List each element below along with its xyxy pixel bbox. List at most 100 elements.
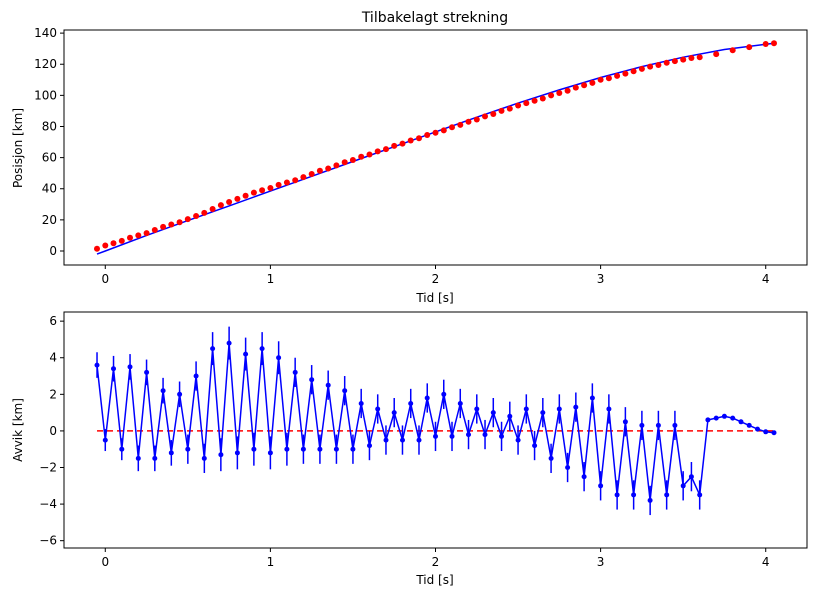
deviation-point bbox=[738, 419, 744, 425]
y-tick-label: 0 bbox=[49, 244, 57, 258]
data-point bbox=[383, 146, 389, 153]
data-point bbox=[201, 209, 208, 216]
deviation-point bbox=[705, 417, 711, 423]
deviation-point bbox=[730, 415, 736, 421]
deviation-point bbox=[259, 346, 265, 352]
data-point bbox=[696, 54, 703, 61]
x-tick-label: 2 bbox=[432, 555, 440, 569]
deviation-point bbox=[276, 355, 282, 361]
data-point bbox=[597, 76, 604, 83]
deviation-point bbox=[466, 432, 471, 438]
y-tick-label: 2 bbox=[49, 387, 57, 401]
deviation-point bbox=[317, 446, 323, 452]
deviation-point bbox=[713, 415, 719, 421]
data-point bbox=[399, 140, 406, 147]
data-point bbox=[184, 216, 191, 223]
data-point bbox=[440, 127, 447, 134]
y-tick-label: 80 bbox=[42, 119, 57, 133]
x-tick-label: 2 bbox=[432, 272, 440, 286]
data-point bbox=[407, 137, 414, 144]
data-point bbox=[168, 221, 175, 228]
data-point bbox=[589, 79, 596, 86]
deviation-point bbox=[300, 446, 306, 452]
y-tick-label: 100 bbox=[34, 88, 57, 102]
deviation-point bbox=[655, 422, 661, 428]
y-tick-label: −4 bbox=[39, 497, 57, 511]
data-point bbox=[234, 195, 241, 202]
data-point bbox=[250, 189, 257, 196]
deviation-point bbox=[284, 446, 290, 452]
deviation-point bbox=[358, 401, 364, 406]
deviation-point bbox=[193, 373, 199, 379]
plot-marks bbox=[94, 40, 777, 255]
deviation-point bbox=[441, 391, 447, 397]
data-point bbox=[647, 63, 654, 70]
deviation-point bbox=[573, 404, 579, 410]
deviation-point bbox=[416, 437, 422, 443]
deviation-point bbox=[581, 474, 587, 480]
data-point bbox=[771, 40, 777, 47]
data-point bbox=[630, 68, 637, 75]
y-tick-label: 140 bbox=[34, 26, 57, 40]
deviation-point bbox=[218, 452, 224, 458]
data-point bbox=[143, 230, 150, 237]
data-point bbox=[283, 179, 290, 186]
deviation-point bbox=[226, 340, 232, 346]
deviation-point bbox=[457, 401, 463, 406]
data-point bbox=[564, 87, 571, 94]
deviation-chart: 0 1 2 3 4 −6 −4 −2 0 2 4 6 Tid [s] Avvik [km] bbox=[11, 311, 808, 587]
y-tick-label: 40 bbox=[42, 182, 57, 196]
data-point bbox=[556, 90, 563, 96]
deviation-point bbox=[424, 395, 430, 401]
data-point bbox=[292, 177, 299, 184]
deviation-point bbox=[292, 369, 298, 375]
position-chart: Tilbakelagt strekning 0 1 2 3 4 0 20 40 60 80 100… bbox=[11, 10, 808, 305]
data-point bbox=[366, 151, 373, 158]
plot-marks bbox=[94, 326, 777, 516]
deviation-point bbox=[499, 433, 504, 439]
data-point bbox=[465, 118, 472, 125]
deviation-point bbox=[127, 364, 133, 370]
data-point bbox=[622, 70, 629, 77]
deviation-point bbox=[556, 406, 562, 412]
data-point bbox=[416, 135, 422, 142]
deviation-point bbox=[598, 483, 604, 489]
deviation-point bbox=[680, 483, 686, 489]
data-point bbox=[242, 192, 249, 199]
data-point bbox=[746, 44, 753, 51]
data-point bbox=[523, 100, 530, 107]
x-axis: 0 1 2 3 4 bbox=[101, 265, 770, 286]
deviation-point bbox=[532, 443, 538, 449]
y-tick-label: −6 bbox=[39, 534, 57, 548]
data-point bbox=[548, 92, 555, 99]
deviation-point bbox=[523, 406, 529, 412]
data-point bbox=[638, 65, 645, 72]
data-point bbox=[671, 58, 678, 65]
deviation-point bbox=[251, 446, 257, 452]
y-axis-label: Posisjon [km] bbox=[11, 108, 25, 188]
deviation-point bbox=[119, 446, 125, 452]
y-tick-label: 60 bbox=[42, 151, 57, 165]
deviation-point bbox=[111, 366, 116, 372]
deviation-point bbox=[400, 437, 405, 443]
deviation-point bbox=[622, 419, 628, 425]
x-tick-label: 1 bbox=[267, 555, 275, 569]
data-point bbox=[539, 95, 546, 102]
data-point bbox=[341, 159, 348, 166]
deviation-point bbox=[449, 433, 455, 439]
deviation-point bbox=[697, 492, 703, 498]
y-tick-label: 4 bbox=[49, 351, 57, 365]
y-tick-label: 0 bbox=[49, 424, 57, 438]
deviation-point bbox=[490, 410, 496, 416]
data-point bbox=[94, 245, 100, 252]
data-point bbox=[316, 167, 323, 174]
data-point bbox=[688, 55, 695, 61]
deviation-point bbox=[408, 401, 414, 406]
data-point bbox=[118, 237, 125, 244]
deviation-point bbox=[721, 413, 727, 419]
data-point bbox=[259, 187, 266, 194]
x-tick-label: 0 bbox=[101, 555, 109, 569]
deviation-point bbox=[168, 450, 174, 456]
deviation-point bbox=[391, 410, 397, 416]
data-point bbox=[482, 113, 488, 120]
